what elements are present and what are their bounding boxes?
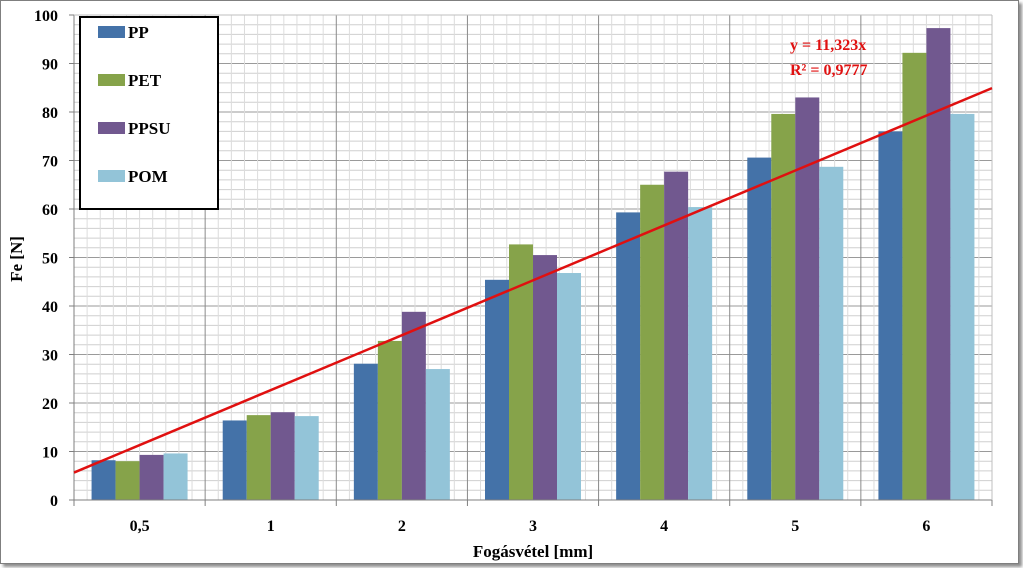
legend-label-pet: PET bbox=[128, 71, 162, 90]
legend-label-ppsu: PPSU bbox=[128, 119, 171, 138]
legend-label-pom: POM bbox=[128, 167, 168, 186]
bar-ppsu bbox=[139, 454, 164, 500]
y-tick-label: 40 bbox=[42, 299, 58, 316]
legend: PP PET PPSU POM bbox=[79, 16, 219, 210]
y-tick-label: 30 bbox=[42, 348, 58, 365]
y-tick-label: 10 bbox=[42, 445, 58, 462]
bar-pet bbox=[902, 52, 927, 501]
bar-ppsu bbox=[926, 28, 951, 500]
bar-pet bbox=[509, 244, 533, 500]
y-tick-label: 0 bbox=[50, 493, 58, 510]
bar-pp bbox=[91, 460, 116, 500]
y-tick-labels: 0 10 20 30 40 50 60 70 80 90 100 bbox=[34, 8, 58, 510]
y-tick-label: 20 bbox=[42, 396, 58, 413]
trendline-equation: y = 11,323x bbox=[790, 37, 866, 54]
y-tick-label: 50 bbox=[42, 251, 58, 268]
y-tick-label: 80 bbox=[42, 105, 58, 122]
bar-ppsu bbox=[795, 97, 820, 500]
bar-pom bbox=[294, 416, 319, 500]
trendline-r-squared: R² = 0,9777 bbox=[790, 62, 867, 79]
legend-swatch-pp bbox=[98, 26, 125, 38]
bar-pp bbox=[485, 279, 509, 500]
legend-swatch-pom bbox=[98, 170, 125, 182]
trend-line bbox=[73, 86, 993, 474]
bar-pp bbox=[616, 212, 641, 500]
bars bbox=[91, 28, 975, 501]
x-tick-labels: 0,5 1 2 3 4 5 6 bbox=[130, 518, 931, 535]
bar-pom bbox=[688, 207, 713, 500]
bar-pom bbox=[819, 166, 844, 500]
bar-ppsu bbox=[270, 412, 295, 500]
bar-pet bbox=[246, 415, 271, 500]
bar-pp bbox=[353, 363, 378, 500]
x-tick-label: 1 bbox=[267, 518, 275, 535]
legend-swatch-ppsu bbox=[98, 122, 125, 134]
x-tick-label: 4 bbox=[660, 518, 668, 535]
axes bbox=[69, 14, 993, 506]
bar-pom bbox=[163, 453, 188, 500]
x-tick-label: 6 bbox=[922, 518, 930, 535]
y-tick-label: 60 bbox=[42, 202, 58, 219]
bar-pom bbox=[557, 273, 581, 500]
bar-pet bbox=[377, 340, 402, 500]
bar-ppsu bbox=[664, 171, 689, 500]
y-tick-label: 70 bbox=[42, 154, 58, 171]
bar-pp bbox=[878, 131, 903, 500]
bar-pom bbox=[950, 113, 975, 500]
x-tick-label: 2 bbox=[398, 518, 406, 535]
y-axis-title: Fe [N] bbox=[7, 236, 26, 282]
bar-pet bbox=[115, 461, 140, 500]
x-tick-label: 5 bbox=[791, 518, 799, 535]
y-tick-label: 90 bbox=[42, 57, 58, 74]
x-tick-label: 0,5 bbox=[130, 518, 150, 535]
bar-ppsu bbox=[533, 255, 557, 500]
legend-label-pp: PP bbox=[128, 23, 149, 42]
y-tick-label: 100 bbox=[34, 8, 58, 25]
bar-ppsu bbox=[401, 311, 426, 500]
x-tick-label: 3 bbox=[529, 518, 537, 535]
bar-pp bbox=[747, 157, 772, 500]
bar-pom bbox=[425, 369, 450, 500]
legend-swatch-pet bbox=[98, 74, 125, 86]
bar-pet bbox=[640, 184, 665, 500]
bar-pp bbox=[222, 420, 247, 500]
x-axis-title: Fogásvétel [mm] bbox=[473, 542, 593, 561]
